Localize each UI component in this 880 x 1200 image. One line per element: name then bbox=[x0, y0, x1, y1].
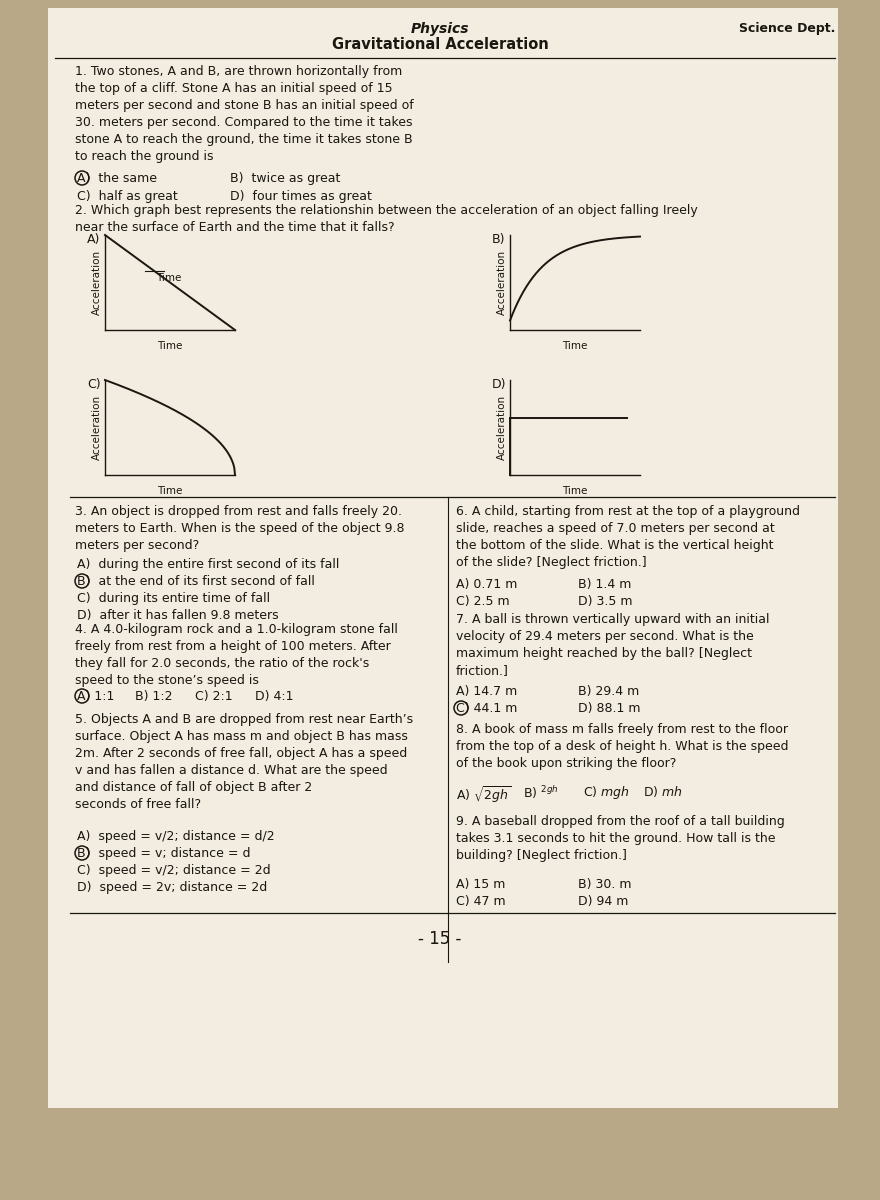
Text: 8. A book of mass ​m falls freely from rest to the floor
from the top of a desk : 8. A book of mass ​m falls freely from r… bbox=[456, 722, 788, 770]
Text: A) 14.7 m: A) 14.7 m bbox=[456, 685, 517, 698]
Text: Acceleration: Acceleration bbox=[92, 250, 102, 316]
Text: 3. An object is dropped from rest and falls freely 20.
meters to Earth. When is : 3. An object is dropped from rest and fa… bbox=[75, 505, 405, 552]
Text: Gravitational Acceleration: Gravitational Acceleration bbox=[332, 37, 548, 52]
Text: C)  half as great: C) half as great bbox=[77, 190, 178, 203]
Text: A): A) bbox=[87, 233, 100, 246]
Text: B)  at the end of its first second of fall: B) at the end of its first second of fal… bbox=[77, 575, 315, 588]
Text: C): C) bbox=[87, 378, 100, 391]
Text: D)  four times as great: D) four times as great bbox=[230, 190, 372, 203]
Text: Acceleration: Acceleration bbox=[497, 395, 507, 460]
Text: B): B) bbox=[492, 233, 505, 246]
Text: 1. Two stones, ​A and B, are thrown horizontally from
the top of a cliff. Stone : 1. Two stones, ​A and B, are thrown hori… bbox=[75, 65, 414, 163]
Text: A)  the same: A) the same bbox=[77, 172, 157, 185]
Text: C) $mgh$: C) $mgh$ bbox=[583, 784, 630, 802]
Text: D)  speed = 2v; distance = 2d: D) speed = 2v; distance = 2d bbox=[77, 881, 268, 894]
Text: D) 88.1 m: D) 88.1 m bbox=[578, 702, 641, 715]
Text: B)  speed = v; distance = d: B) speed = v; distance = d bbox=[77, 847, 251, 860]
Text: B) 29.4 m: B) 29.4 m bbox=[578, 685, 639, 698]
Text: A) 1:1: A) 1:1 bbox=[77, 690, 114, 703]
Text: A) 0.71 m: A) 0.71 m bbox=[456, 578, 517, 590]
Text: D)  after it has fallen 9.8 meters: D) after it has fallen 9.8 meters bbox=[77, 608, 279, 622]
Text: A) 15 m: A) 15 m bbox=[456, 878, 505, 890]
Text: A)  during the entire first second of its fall: A) during the entire first second of its… bbox=[77, 558, 340, 571]
Text: 5. Objects ​A and ​B are dropped from rest near Earth’s
surface. Object ​A has m: 5. Objects ​A and ​B are dropped from re… bbox=[75, 713, 413, 811]
Text: C) 2.5 m: C) 2.5 m bbox=[456, 595, 510, 608]
Text: D) 3.5 m: D) 3.5 m bbox=[578, 595, 633, 608]
Text: D) 4:1: D) 4:1 bbox=[255, 690, 294, 703]
Text: D) 94 m: D) 94 m bbox=[578, 895, 628, 908]
Text: B) 1:2: B) 1:2 bbox=[135, 690, 172, 703]
Text: Time: Time bbox=[158, 486, 183, 496]
Text: D) $mh$: D) $mh$ bbox=[643, 784, 683, 799]
Text: 2. Which graph best represents the relationshin between the acceleration of an o: 2. Which graph best represents the relat… bbox=[75, 204, 698, 234]
Text: 4. A 4.0-kilogram rock and a 1.0-kilogram stone fall
freely from rest from a hei: 4. A 4.0-kilogram rock and a 1.0-kilogra… bbox=[75, 623, 398, 686]
Text: B) $^{2gh}$: B) $^{2gh}$ bbox=[523, 784, 559, 800]
Text: C)  during its entire time of fall: C) during its entire time of fall bbox=[77, 592, 270, 605]
Text: D): D) bbox=[492, 378, 507, 391]
Text: B) 30. m: B) 30. m bbox=[578, 878, 632, 890]
FancyBboxPatch shape bbox=[48, 8, 838, 1108]
Text: Acceleration: Acceleration bbox=[497, 250, 507, 316]
Text: C)  speed = v/2; distance = 2d: C) speed = v/2; distance = 2d bbox=[77, 864, 271, 877]
Text: 7. A ball is thrown vertically upward with an initial
velocity of 29.4 meters pe: 7. A ball is thrown vertically upward wi… bbox=[456, 613, 769, 677]
Text: - 15 -: - 15 - bbox=[418, 930, 462, 948]
Text: C) 2:1: C) 2:1 bbox=[195, 690, 232, 703]
Text: C) 44.1 m: C) 44.1 m bbox=[456, 702, 517, 715]
Text: Time: Time bbox=[562, 486, 588, 496]
Text: Time: Time bbox=[158, 341, 183, 350]
Text: 9. A baseball dropped from the roof of a tall building
takes 3.1 seconds to hit : 9. A baseball dropped from the roof of a… bbox=[456, 815, 785, 862]
Text: Acceleration: Acceleration bbox=[92, 395, 102, 460]
Text: Time: Time bbox=[157, 274, 182, 283]
Text: C) 47 m: C) 47 m bbox=[456, 895, 506, 908]
Text: B) 1.4 m: B) 1.4 m bbox=[578, 578, 631, 590]
Text: Physics: Physics bbox=[411, 22, 469, 36]
Text: B)  twice as great: B) twice as great bbox=[230, 172, 341, 185]
Text: Time: Time bbox=[562, 341, 588, 350]
Text: A)  speed = v/2; distance = d/2: A) speed = v/2; distance = d/2 bbox=[77, 830, 275, 842]
Text: Science Dept.: Science Dept. bbox=[738, 22, 835, 35]
Text: 6. A child, starting from rest at the top of a playground
slide, reaches a speed: 6. A child, starting from rest at the to… bbox=[456, 505, 800, 569]
Text: A) $\sqrt{2gh}$: A) $\sqrt{2gh}$ bbox=[456, 784, 511, 805]
